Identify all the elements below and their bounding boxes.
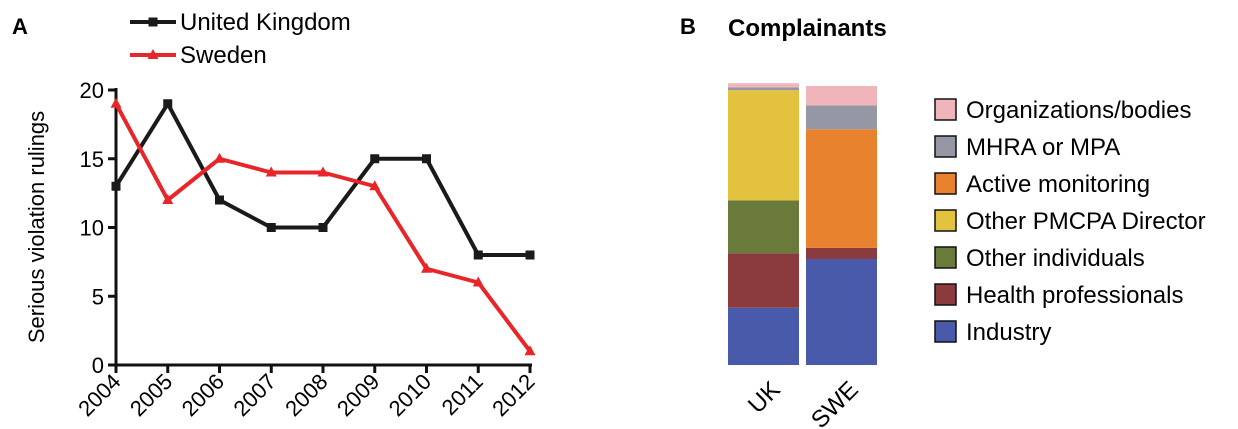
legend-swatch (934, 98, 957, 121)
bar-segment (806, 105, 877, 130)
legend-swatch (934, 209, 957, 232)
legend-swatch (934, 283, 957, 306)
x-tick-label: 2012 (487, 369, 539, 421)
bar-segment (728, 90, 799, 201)
legend-label: Organizations/bodies (966, 97, 1191, 124)
bar-segment (806, 247, 877, 259)
data-point (265, 166, 277, 177)
x-tick-label: 2011 (437, 369, 488, 420)
data-point (524, 345, 536, 356)
stacked-bars (728, 83, 877, 365)
legend-label: Other individuals (966, 245, 1145, 272)
data-point (525, 250, 535, 260)
legend-swatch (934, 135, 957, 158)
legend-marker (147, 49, 159, 59)
bar-segment (728, 83, 799, 88)
bar-legend: Organizations/bodies MHRA or MPA Active mo… (934, 97, 1206, 346)
bar-segment (806, 258, 877, 365)
legend-marker (148, 17, 158, 27)
x-tick-label: 2006 (177, 369, 229, 421)
legend-label: MHRA or MPA (966, 134, 1120, 161)
data-point (110, 97, 122, 108)
data-point (421, 262, 432, 273)
line-chart-series (110, 97, 536, 356)
bar-category-label: UK (743, 376, 786, 419)
y-tick-label: 0 (92, 353, 104, 378)
legend-label: Industry (966, 319, 1051, 346)
data-point (163, 99, 173, 109)
series-line (114, 101, 530, 257)
y-tick-label: 15 (80, 147, 104, 172)
legend-swatch (934, 320, 957, 343)
legend-label: Sweden (180, 42, 267, 69)
y-axis-title: Serious violation rulings (24, 111, 49, 343)
legend-swatch (934, 172, 957, 195)
x-tick-label: 2009 (332, 369, 384, 421)
bar-segment (728, 253, 799, 308)
x-tick-label: 2008 (280, 369, 332, 421)
line-chart-axes: 0 5 10 15 20 2004 2005 2006 2007 2008 2009 2010 2011… (73, 78, 539, 421)
data-point (473, 250, 483, 260)
data-point (266, 223, 276, 232)
x-tick-label: 2010 (384, 369, 436, 421)
legend-label: United Kingdom (180, 9, 351, 36)
data-point (215, 195, 224, 205)
panel-b-title: Complainants (728, 15, 887, 42)
bar-segment (728, 200, 799, 254)
bar-segment (806, 129, 877, 248)
data-point (214, 152, 225, 163)
legend-label: Other PMCPA Director (966, 208, 1206, 235)
data-point (317, 166, 329, 177)
x-tick-label: 2005 (125, 369, 177, 421)
y-tick-label: 10 (80, 216, 104, 241)
y-tick-label: 20 (80, 78, 104, 103)
bar-category-labels: UK SWE (743, 376, 864, 429)
panel-b-letter: B (680, 14, 696, 39)
data-point (369, 180, 381, 191)
legend-swatch (934, 246, 957, 269)
legend-label: Active monitoring (966, 171, 1150, 198)
line-chart-panel: A United Kingdom Sweden Serious violation… (12, 9, 540, 421)
bar-category-label: SWE (806, 376, 864, 429)
data-point (318, 223, 328, 232)
bar-segment (806, 86, 877, 106)
legend-label: Health professionals (966, 282, 1183, 309)
data-point (111, 181, 121, 191)
data-point (162, 194, 174, 204)
data-point (472, 276, 484, 287)
x-tick-label: 2004 (73, 369, 125, 421)
bar-segment (728, 307, 799, 365)
line-chart-legend: United Kingdom Sweden (130, 9, 351, 69)
y-tick-label: 5 (92, 284, 104, 309)
panel-a-letter: A (12, 14, 28, 39)
stacked-bar-panel: B Complainants UK SWE Organizations/bodie… (680, 14, 1206, 429)
data-point (422, 154, 431, 164)
data-point (370, 154, 380, 164)
bar-segment (728, 87, 799, 91)
x-tick-label: 2007 (228, 369, 280, 421)
